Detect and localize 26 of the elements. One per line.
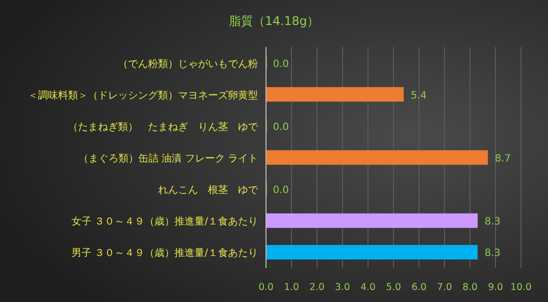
y-tick-label: れんこん 根茎 ゆで (158, 184, 259, 196)
data-label: 8.7 (494, 154, 511, 164)
y-tick-label: （まぐろ類）缶詰 油漬 フレーク ライト (78, 152, 258, 164)
y-tick-label: （でん粉類）じゃがいもでん粉 (118, 58, 258, 70)
x-tick-label: 10.0 (510, 282, 532, 293)
data-label: 0.0 (273, 58, 289, 70)
x-tick-label: 8.0 (462, 282, 478, 293)
data-label: 0.0 (273, 122, 289, 133)
x-tick-label: 9.0 (488, 282, 504, 293)
data-label: 8.3 (484, 216, 501, 228)
title: 脂質（14.18g） (229, 14, 319, 28)
data-label: 5.4 (410, 90, 427, 102)
x-tick-label: 3.0 (334, 282, 350, 293)
x-tick-label: 6.0 (411, 282, 427, 293)
x-tick-label: 0.0 (258, 282, 274, 293)
x-tick-label: 4.0 (360, 282, 376, 293)
x-tick-label: 2.0 (309, 282, 325, 293)
x-tick-label: 1.0 (284, 282, 300, 293)
y-tick-label: 男子 ３０～４９（歳）推進量/１食あたり (71, 247, 258, 260)
x-tick-label: 5.0 (386, 282, 402, 293)
y-tick-label: 女子 ３０～４９（歳）推進量/１食あたり (71, 216, 258, 228)
data-label: 8.3 (484, 248, 501, 260)
data-label: 0.0 (273, 185, 289, 196)
y-tick-label: ＜調味料類＞（ドレッシング類）マヨネーズ卵黄型 (28, 89, 258, 102)
y-tick-label: （たまねぎ類） たまねぎ りん茎 ゆで (68, 120, 259, 133)
x-tick-label: 7.0 (436, 282, 452, 293)
